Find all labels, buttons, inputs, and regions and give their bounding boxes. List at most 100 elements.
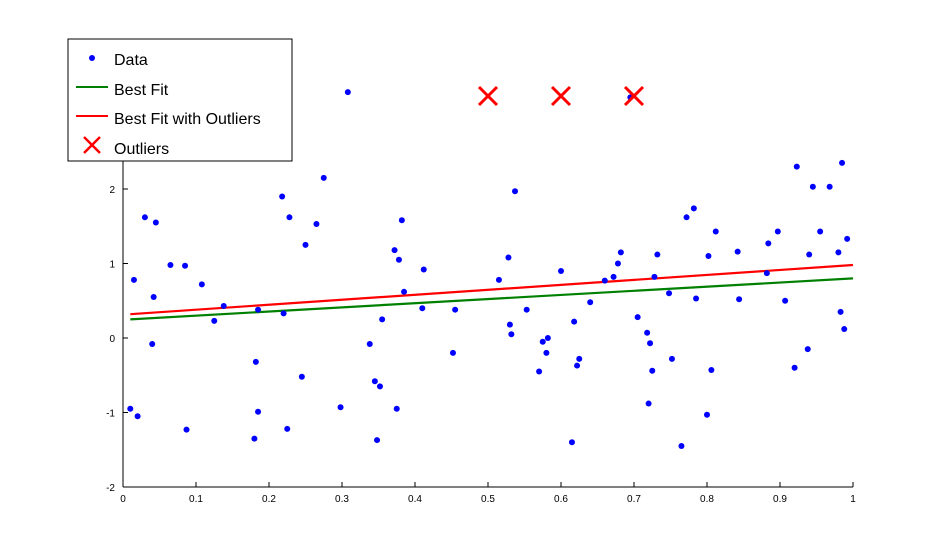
x-tick-label: 0.1 — [189, 494, 203, 505]
data-point — [568, 439, 575, 446]
data-points — [127, 89, 851, 450]
legend-label-outliers: Outliers — [114, 141, 169, 158]
best-fit-line — [130, 277, 854, 321]
legend-label-data: Data — [114, 52, 148, 69]
data-point — [617, 249, 624, 256]
data-point — [651, 273, 658, 280]
data-point — [791, 364, 798, 371]
outlier-marker — [477, 85, 499, 107]
data-point — [395, 256, 402, 263]
data-point — [841, 326, 848, 333]
outlier-marker — [623, 85, 645, 107]
data-point — [634, 314, 641, 321]
data-point — [255, 306, 262, 313]
outlier-markers — [477, 85, 645, 107]
data-point — [678, 443, 685, 450]
data-point — [127, 405, 134, 412]
y-tick-label: 0 — [109, 334, 115, 345]
data-point — [712, 228, 719, 235]
data-point — [837, 308, 844, 315]
data-point — [809, 183, 816, 190]
data-point — [844, 235, 851, 242]
data-point — [130, 276, 137, 283]
data-point — [255, 408, 262, 415]
data-point — [302, 241, 309, 248]
data-point — [666, 290, 673, 297]
data-point — [508, 331, 515, 338]
data-point — [366, 340, 373, 347]
data-point — [571, 318, 578, 325]
data-point — [398, 217, 405, 224]
data-point — [252, 358, 259, 365]
x-tick-label: 0.7 — [627, 494, 641, 505]
data-point — [512, 188, 519, 195]
data-point — [558, 267, 564, 274]
data-point — [298, 373, 305, 380]
data-point — [576, 355, 583, 362]
data-point — [419, 305, 426, 312]
data-point — [401, 288, 408, 295]
data-point — [804, 346, 811, 353]
data-point — [806, 251, 813, 258]
data-point — [313, 221, 320, 228]
y-tick-label: -2 — [106, 483, 115, 494]
data-point — [280, 310, 287, 317]
y-tick-label: 1 — [109, 260, 115, 271]
data-point — [420, 266, 427, 273]
y-tick-label: -1 — [106, 409, 115, 420]
data-point — [765, 240, 772, 247]
y-tick-label: 2 — [109, 185, 115, 196]
x-tick-label: 0.4 — [408, 494, 422, 505]
data-point — [141, 214, 148, 221]
data-point — [704, 411, 710, 418]
data-point — [543, 349, 550, 356]
data-point — [647, 340, 654, 347]
data-point — [835, 249, 842, 256]
data-point — [452, 306, 459, 313]
data-point — [182, 262, 189, 269]
legend-label-best-fit-with-outliers: Best Fit with Outliers — [114, 111, 261, 128]
data-point — [668, 355, 675, 362]
x-tick-label: 0.6 — [554, 494, 568, 505]
outlier-marker — [550, 85, 572, 107]
data-point — [574, 362, 581, 369]
data-point — [736, 296, 743, 303]
data-point — [539, 338, 546, 345]
x-tick-label: 0 — [120, 494, 126, 505]
data-point — [774, 228, 781, 235]
data-point — [793, 163, 800, 170]
data-point — [649, 367, 656, 374]
data-point — [134, 413, 141, 420]
x-tick-label: 1 — [850, 494, 856, 505]
x-tick-label: 0.3 — [335, 494, 349, 505]
data-point — [817, 228, 824, 235]
data-point — [286, 214, 293, 221]
data-point — [379, 316, 386, 323]
data-point — [495, 276, 502, 283]
data-point — [839, 159, 846, 166]
legend-outlier-marker — [83, 136, 101, 154]
data-point — [211, 317, 218, 324]
x-tick-label: 0.9 — [773, 494, 787, 505]
legend-box — [67, 38, 293, 162]
data-point — [654, 251, 661, 258]
legend-label-best-fit: Best Fit — [114, 82, 169, 99]
data-point — [683, 214, 690, 221]
data-point — [391, 247, 398, 254]
data-point — [279, 193, 286, 200]
x-tick-label: 0.8 — [700, 494, 714, 505]
best-fit-with-outliers-line — [130, 263, 854, 316]
data-point — [614, 260, 621, 267]
data-point — [449, 349, 456, 356]
data-point — [320, 174, 327, 181]
data-point — [734, 248, 741, 255]
fit-lines — [130, 263, 854, 321]
data-point — [610, 273, 617, 280]
x-tick-label: 0.2 — [262, 494, 276, 505]
data-point — [763, 270, 770, 277]
data-point — [782, 297, 789, 304]
data-point — [506, 321, 513, 328]
data-point — [374, 437, 381, 444]
data-point — [505, 254, 512, 261]
